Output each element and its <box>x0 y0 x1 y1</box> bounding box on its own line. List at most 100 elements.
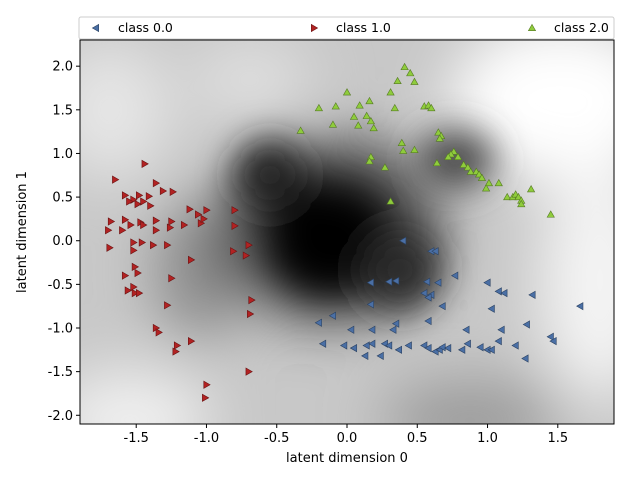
point-class-1-23 <box>140 220 148 230</box>
point-class-1-0 <box>141 159 149 169</box>
point-class-2-50 <box>380 163 390 171</box>
point-class-0-26 <box>368 325 376 334</box>
point-class-0-45 <box>458 345 466 354</box>
point-class-1-13 <box>186 205 194 214</box>
point-class-1-55 <box>188 336 196 346</box>
point-class-2-5 <box>386 88 395 96</box>
point-class-0-31 <box>339 341 348 350</box>
point-class-2-51 <box>386 197 395 205</box>
point-class-1-4 <box>169 187 177 196</box>
point-class-1-24 <box>166 223 175 232</box>
point-class-2-2 <box>393 76 402 85</box>
point-class-1-35 <box>164 240 172 250</box>
point-class-0-7 <box>422 277 431 286</box>
point-class-1-10 <box>140 197 148 206</box>
point-class-1-33 <box>138 238 147 247</box>
point-class-1-38 <box>130 246 138 255</box>
point-class-2-1 <box>406 68 415 77</box>
x-tick-label-0: -1.5 <box>124 431 149 446</box>
point-class-0-30 <box>318 339 327 348</box>
point-class-1-2 <box>152 179 161 188</box>
point-class-2-36 <box>466 167 475 175</box>
legend-marker-2 <box>527 23 537 32</box>
point-class-1-43 <box>121 271 130 280</box>
point-class-2-15 <box>362 111 371 119</box>
point-class-2-8 <box>365 96 374 105</box>
legend-label-1: class 1.0 <box>336 20 391 35</box>
point-class-1-41 <box>188 255 196 265</box>
point-class-1-17 <box>107 217 116 226</box>
point-class-2-26 <box>410 145 419 153</box>
y-axis-ticks: -2.0 -1.5 -1.0 -0.5 0.0 0.5 1.0 1.5 2.0 <box>48 60 80 424</box>
point-class-1-14 <box>203 206 211 215</box>
point-class-0-34 <box>368 339 376 348</box>
point-class-0-54 <box>521 354 529 363</box>
point-class-1-29 <box>105 226 113 235</box>
point-class-0-4 <box>366 278 374 287</box>
point-class-0-47 <box>476 343 484 352</box>
point-class-0-18 <box>487 304 495 313</box>
point-class-0-12 <box>424 293 432 302</box>
point-class-0-10 <box>420 288 428 298</box>
point-class-2-39 <box>477 173 487 181</box>
point-class-0-43 <box>438 343 446 352</box>
point-class-2-9 <box>355 101 364 109</box>
point-class-0-32 <box>349 343 358 353</box>
y-tick-label-6: 1.0 <box>52 147 73 162</box>
point-class-1-45 <box>168 274 176 283</box>
point-class-2-16 <box>366 116 376 125</box>
y-tick-label-0: -2.0 <box>48 409 73 424</box>
point-class-1-30 <box>119 226 127 235</box>
point-class-1-50 <box>248 295 256 305</box>
legend-label-2: class 2.0 <box>554 20 609 35</box>
point-class-2-4 <box>342 88 352 96</box>
point-class-1-6 <box>136 191 144 200</box>
point-class-0-46 <box>463 339 471 348</box>
legend-box <box>78 16 615 40</box>
point-class-0-21 <box>314 318 322 327</box>
legend: class 0.0 class 1.0 class 2.0 <box>78 16 615 40</box>
point-class-0-28 <box>462 325 470 334</box>
point-class-0-13 <box>494 287 502 296</box>
point-class-1-52 <box>247 309 255 319</box>
point-class-2-32 <box>365 157 374 165</box>
point-class-0-53 <box>549 336 557 346</box>
point-class-1-15 <box>231 206 239 215</box>
point-class-2-13 <box>427 103 436 112</box>
point-class-1-16 <box>195 210 203 219</box>
point-class-0-55 <box>361 351 369 361</box>
data-markers <box>105 62 584 402</box>
point-class-1-54 <box>155 328 163 337</box>
point-class-1-3 <box>159 186 168 196</box>
point-class-1-7 <box>145 192 154 201</box>
point-class-1-31 <box>152 226 161 235</box>
point-class-2-43 <box>503 192 512 201</box>
y-tick-label-5: 0.5 <box>52 191 73 206</box>
point-class-0-22 <box>391 319 400 328</box>
point-class-0-39 <box>420 341 428 350</box>
point-class-0-56 <box>376 351 384 361</box>
point-class-0-36 <box>384 341 393 350</box>
point-class-0-33 <box>362 341 370 350</box>
x-tick-label-1: -1.0 <box>194 431 219 446</box>
point-class-0-50 <box>494 336 502 346</box>
point-class-0-24 <box>522 320 530 329</box>
point-class-1-58 <box>245 367 253 376</box>
point-class-0-37 <box>404 341 412 350</box>
legend-marker-1 <box>310 23 319 33</box>
y-tick-label-8: 2.0 <box>52 60 73 75</box>
point-class-2-0 <box>400 62 409 71</box>
point-class-1-27 <box>200 214 208 224</box>
point-class-0-38 <box>394 345 402 354</box>
point-class-2-42 <box>482 184 491 192</box>
point-class-0-23 <box>424 316 432 326</box>
point-class-1-42 <box>131 262 140 272</box>
point-class-1-60 <box>202 393 210 402</box>
density-background <box>80 40 614 424</box>
point-class-0-49 <box>487 345 495 354</box>
point-class-1-40 <box>242 251 251 260</box>
x-tick-label-2: -0.5 <box>264 431 289 446</box>
x-tick-label-3: 0.0 <box>337 431 358 446</box>
point-class-2-14 <box>349 112 359 120</box>
